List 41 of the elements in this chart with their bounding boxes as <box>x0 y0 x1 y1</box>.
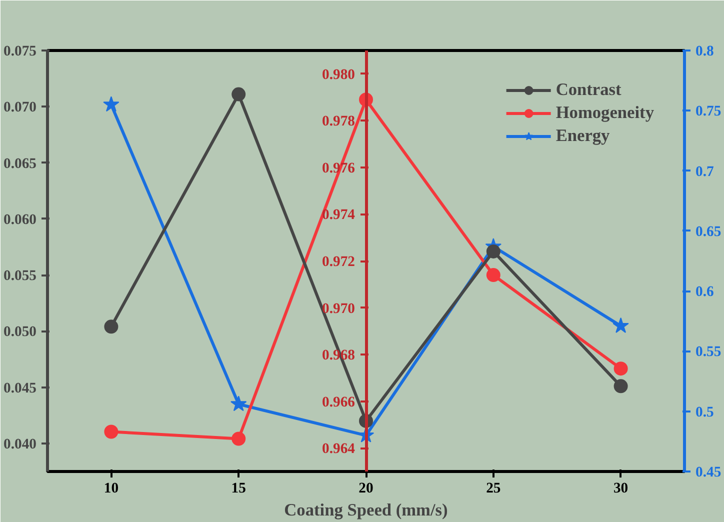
y-tick-label: 0.060 <box>4 212 37 228</box>
y-tick-label: 0.045 <box>4 380 37 396</box>
point <box>614 379 628 394</box>
point <box>232 432 246 446</box>
y2-tick-label: 0.7 <box>696 164 714 180</box>
x-tick-label: 25 <box>486 480 501 496</box>
y-tick-label: 0.055 <box>4 268 37 284</box>
y3-tick-label: 0.980 <box>322 66 356 83</box>
point <box>104 424 118 439</box>
y2-tick-label: 0.5 <box>696 404 714 420</box>
y3-tick-label: 0.972 <box>322 254 356 270</box>
y3-tick-label: 0.966 <box>322 394 356 410</box>
point <box>232 87 246 102</box>
y-tick-label: 0.040 <box>4 436 37 452</box>
x-tick-label: 20 <box>358 480 374 496</box>
point <box>103 96 120 112</box>
x-axis-title: Coating Speed (mm/s) <box>284 500 448 520</box>
y-tick-label: 0.070 <box>4 100 37 116</box>
y-tick-label: 0.075 <box>4 44 37 60</box>
y3-tick-label: 0.964 <box>322 441 356 458</box>
x-tick-label: 10 <box>104 480 119 496</box>
y-tick-label: 0.050 <box>4 324 37 340</box>
point <box>486 268 500 282</box>
y-tick-label: 0.065 <box>4 156 37 172</box>
y2-tick-label: 0.45 <box>696 464 722 480</box>
x-tick-label: 30 <box>613 480 628 496</box>
y2-tick-label: 0.6 <box>696 284 714 300</box>
point <box>486 244 500 258</box>
point <box>614 362 628 376</box>
y2-tick-label: 0.65 <box>696 224 722 240</box>
point <box>230 396 247 412</box>
y2-tick-label: 0.8 <box>696 44 714 60</box>
y2-tick-label: 0.55 <box>696 344 722 360</box>
point <box>612 317 629 333</box>
legend-label: Contrast <box>556 80 622 100</box>
y2-tick-label: 0.75 <box>696 104 722 120</box>
legend-label: Homogeneity <box>556 103 654 123</box>
legend-label: Energy <box>556 126 610 146</box>
point <box>104 320 118 334</box>
y3-tick-label: 0.978 <box>322 114 356 130</box>
x-tick-label: 15 <box>231 480 246 496</box>
